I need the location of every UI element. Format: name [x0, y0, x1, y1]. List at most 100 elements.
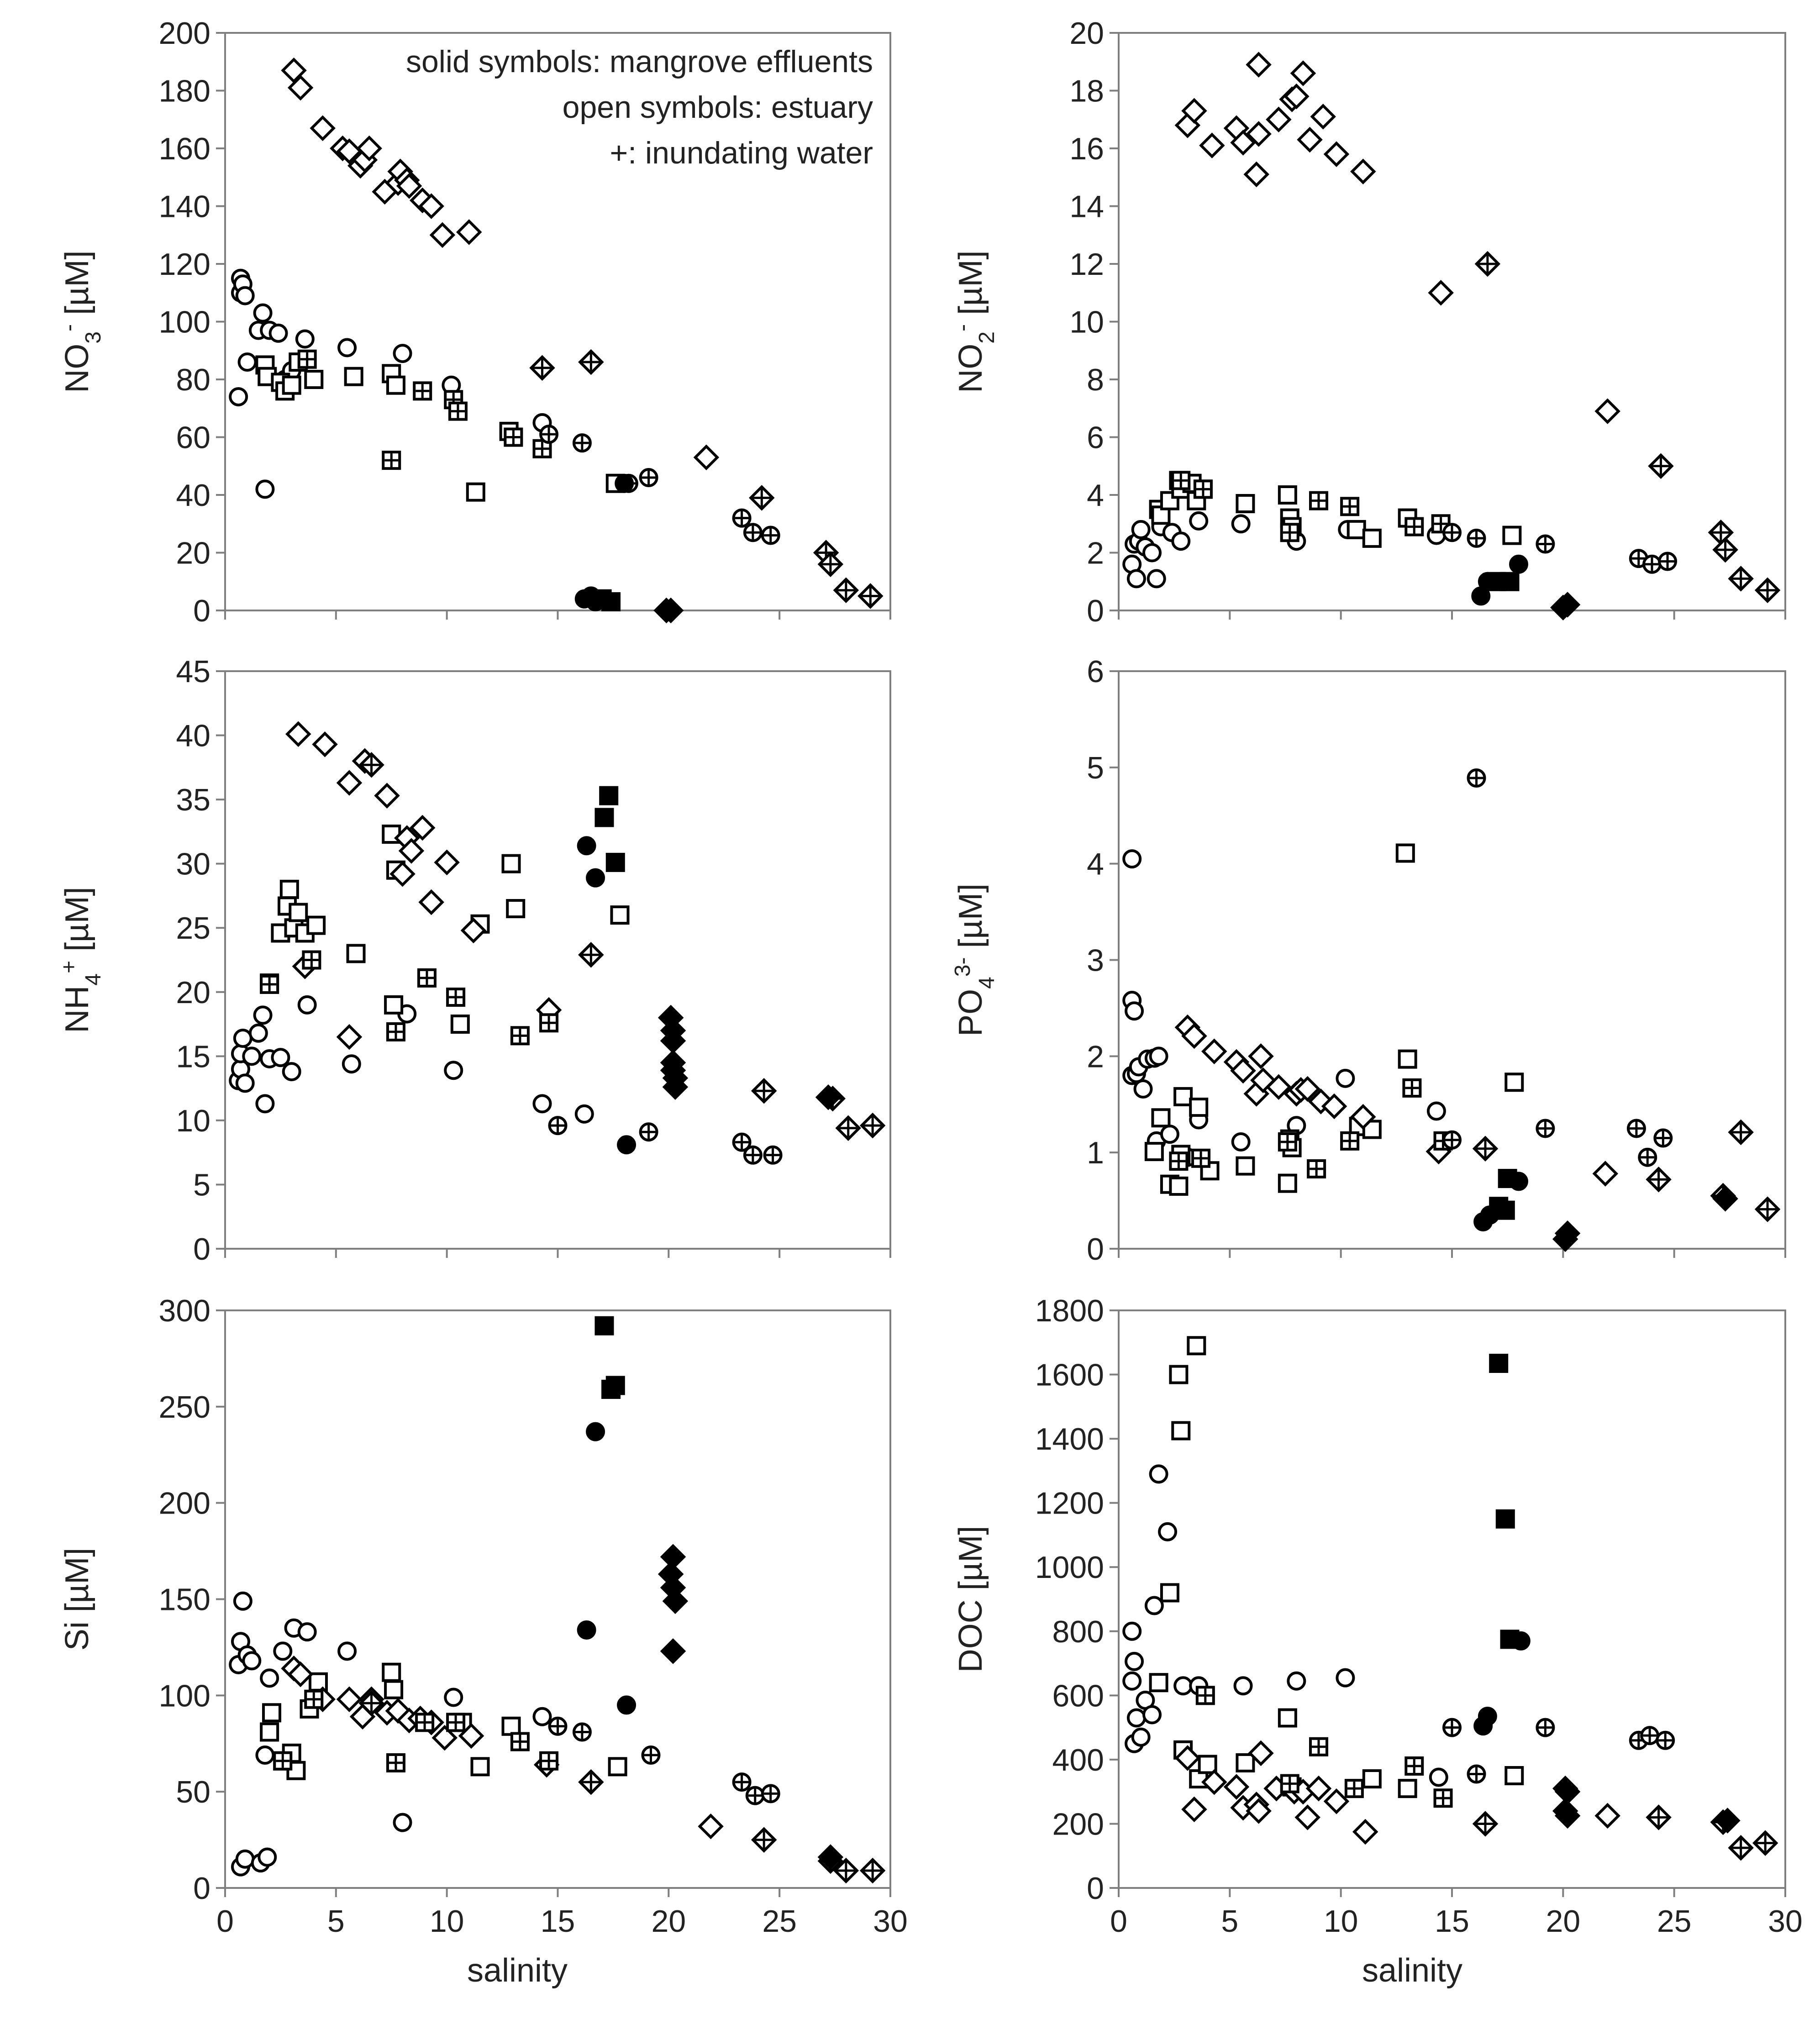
data-point-solid-square — [605, 852, 625, 872]
y-tick-label: 0 — [1087, 1871, 1104, 1906]
data-point-plus-square — [297, 349, 317, 369]
y-tick-label: 5 — [193, 1167, 210, 1202]
data-point-plus-square — [510, 1026, 530, 1046]
data-point-open-diamond — [1290, 60, 1316, 86]
data-point-open-diamond — [312, 731, 338, 757]
data-point-open-square — [608, 1757, 627, 1777]
y-tick-label: 250 — [159, 1390, 210, 1425]
data-point-open-diamond — [389, 861, 416, 887]
data-point-plus-diamond — [1472, 1136, 1499, 1162]
data-point-solid-square — [1495, 1509, 1515, 1529]
data-point-open-square — [501, 854, 521, 873]
data-point-solid-square — [1500, 1630, 1520, 1649]
data-point-solid-diamond — [662, 1074, 689, 1100]
data-point-plus-square — [1309, 1737, 1328, 1756]
data-point-open-circle — [248, 1023, 268, 1043]
data-point-open-circle — [337, 1641, 357, 1661]
x-tick-label: 20 — [1546, 1904, 1581, 1939]
data-point-open-diamond — [1294, 1804, 1320, 1830]
data-point-plus-square — [1171, 471, 1191, 490]
legend: solid symbols: mangrove effluents open s… — [406, 44, 873, 170]
data-point-open-square — [1149, 1673, 1168, 1693]
data-point-open-diamond — [434, 849, 460, 876]
data-point-open-diamond — [1246, 1798, 1272, 1824]
data-point-plus-circle — [1442, 1718, 1462, 1737]
data-point-open-square — [384, 1680, 404, 1699]
data-point-plus-circle — [1656, 1730, 1675, 1750]
data-point-open-circle — [258, 1847, 277, 1867]
data-point-open-diamond — [1266, 106, 1292, 132]
data-point-open-square — [1236, 1156, 1255, 1176]
y-tick-label: 200 — [159, 1486, 210, 1521]
data-point-open-circle — [1133, 1079, 1153, 1099]
data-point-open-circle — [242, 1651, 262, 1671]
data-point-open-diamond — [1201, 1038, 1227, 1065]
data-point-plus-square — [1307, 1159, 1326, 1179]
y-tick-label: 800 — [1052, 1614, 1104, 1649]
data-point-open-diamond — [1243, 161, 1269, 188]
data-point-open-circle — [1122, 1671, 1142, 1691]
data-point-open-circle — [271, 1048, 290, 1067]
data-point-open-diamond — [336, 138, 363, 164]
data-points-po4 — [1122, 768, 1781, 1252]
data-point-plus-square — [1344, 1779, 1364, 1798]
data-point-open-diamond — [1283, 83, 1310, 110]
data-point-plus-square — [1404, 517, 1424, 536]
data-point-open-diamond — [1592, 1161, 1619, 1187]
data-point-plus-square — [260, 974, 279, 994]
data-point-open-circle — [444, 1688, 463, 1707]
data-point-plus-circle — [1442, 523, 1462, 542]
data-point-plus-circle — [1467, 768, 1486, 788]
y-tick-label: 14 — [1069, 189, 1104, 224]
data-point-open-square — [1160, 1583, 1179, 1603]
data-point-open-diamond — [431, 1725, 458, 1751]
data-point-open-square — [1347, 520, 1366, 539]
data-point-open-square — [1278, 485, 1297, 505]
data-point-plus-square — [446, 988, 466, 1007]
data-point-plus-circle — [1640, 1726, 1660, 1746]
data-point-open-diamond — [1230, 1057, 1256, 1084]
x-axis-title-right: salinity — [1362, 1952, 1462, 1989]
data-point-open-circle — [1142, 543, 1162, 563]
data-point-open-square — [1151, 1108, 1171, 1128]
data-point-open-circle — [342, 1054, 361, 1074]
data-point-open-diamond — [287, 1661, 314, 1688]
data-point-open-diamond — [1248, 1740, 1274, 1767]
data-point-solid-circle — [586, 1422, 605, 1441]
x-tick-label: 25 — [762, 1904, 797, 1939]
data-point-plus-square — [532, 439, 552, 458]
data-point-open-square — [1395, 843, 1415, 863]
data-point-open-circle — [1426, 1101, 1446, 1121]
data-point-plus-circle — [539, 425, 559, 444]
data-point-open-diamond — [281, 57, 307, 84]
data-point-plus-diamond — [1648, 453, 1674, 479]
data-point-plus-circle — [639, 1122, 658, 1142]
data-point-plus-circle — [1642, 554, 1662, 574]
data-point-open-square — [304, 370, 324, 389]
data-point-solid-circle — [586, 868, 605, 888]
data-point-open-diamond — [456, 219, 482, 245]
data-point-open-diamond — [1181, 1023, 1207, 1049]
y-tick-label: 12 — [1069, 247, 1104, 282]
data-point-open-square — [1171, 1421, 1191, 1441]
data-point-open-circle — [233, 1591, 252, 1611]
data-point-plus-circle — [639, 468, 658, 488]
data-point-open-circle — [297, 995, 317, 1015]
y-tick-label: 180 — [159, 74, 210, 109]
y-tick-label: 4 — [1087, 847, 1104, 882]
x-tick-label: 15 — [1435, 1904, 1469, 1939]
data-point-open-diamond — [396, 173, 422, 199]
data-point-open-square — [279, 879, 299, 899]
y-tick-label: 60 — [176, 421, 210, 455]
y-tick-label: 1400 — [1035, 1422, 1104, 1456]
data-point-plus-circle — [1536, 534, 1555, 554]
data-point-open-circle — [1125, 1651, 1144, 1671]
data-point-plus-square — [1169, 1151, 1189, 1171]
data-point-plus-circle — [732, 1132, 752, 1152]
data-point-plus-square — [417, 968, 437, 988]
data-point-plus-diamond — [1728, 1835, 1754, 1861]
data-point-plus-diamond — [1728, 566, 1754, 592]
data-point-open-circle — [233, 1028, 252, 1048]
data-point-plus-diamond — [835, 1115, 861, 1141]
data-point-plus-circle — [1653, 1128, 1673, 1148]
